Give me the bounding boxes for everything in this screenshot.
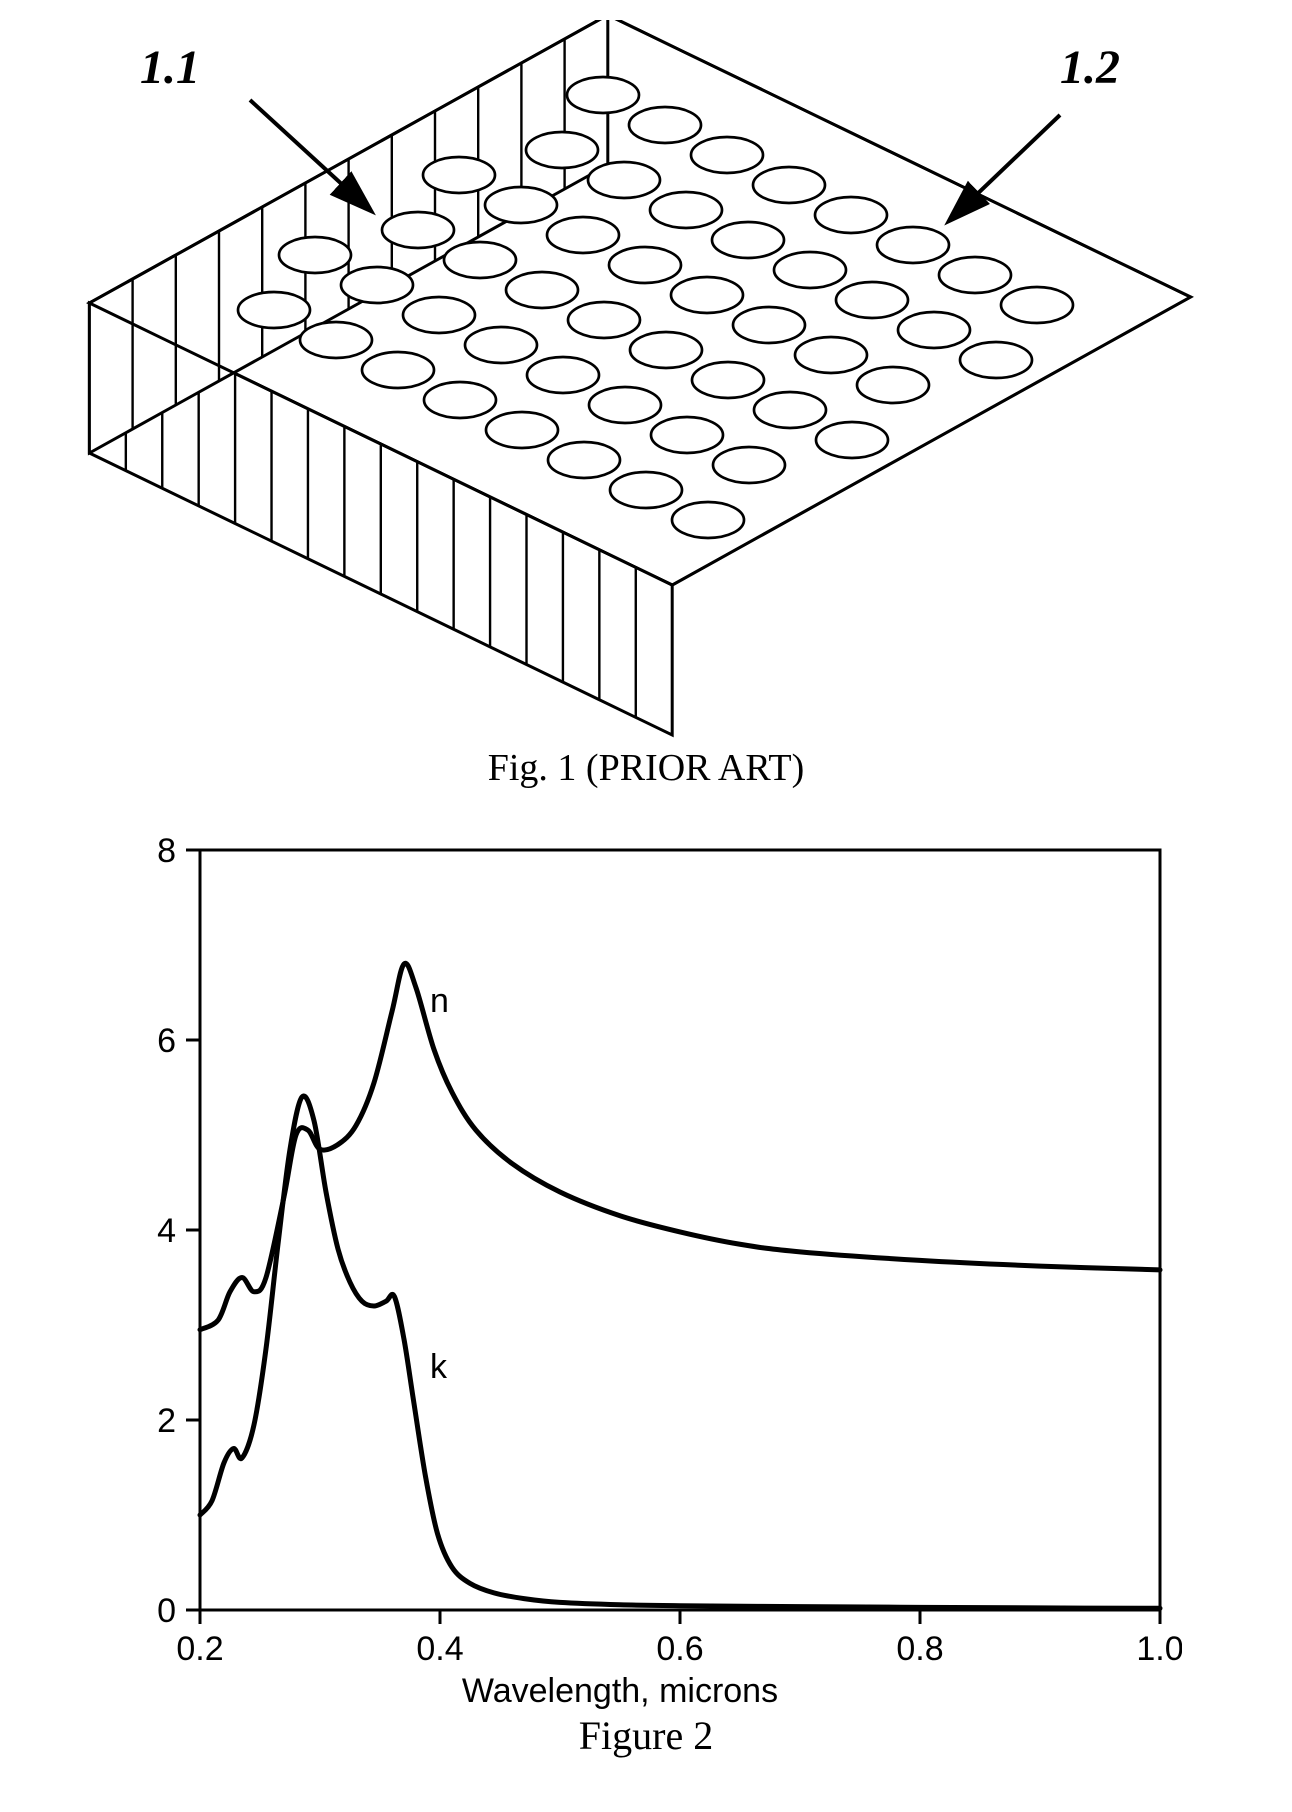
figure-1: 1.1 1.2 Fig. 1 (PRIOR ART) (80, 20, 1212, 790)
svg-text:1.0: 1.0 (1136, 1630, 1182, 1668)
callout-label-1-2: 1.2 (1060, 40, 1120, 95)
svg-text:0.2: 0.2 (176, 1630, 223, 1668)
figure-1-svg (80, 20, 1212, 740)
svg-text:Wavelength, microns: Wavelength, microns (462, 1672, 778, 1710)
svg-text:0.8: 0.8 (896, 1630, 943, 1668)
svg-text:0.4: 0.4 (416, 1630, 463, 1668)
svg-text:6: 6 (157, 1022, 176, 1060)
svg-text:2: 2 (157, 1402, 176, 1440)
callout-label-1-1: 1.1 (140, 40, 200, 95)
figure-2-caption: Figure 2 (110, 1712, 1182, 1759)
figure-2-svg: 0.2 0.4 0.6 0.8 1.0 0 2 4 6 8 Wavelength, microns n… (110, 830, 1182, 1710)
svg-text:0: 0 (157, 1592, 176, 1630)
page: 1.1 1.2 Fig. 1 (PRIOR ART) 0.2 0.4 0.6 0.8 1… (0, 0, 1292, 1812)
svg-text:8: 8 (157, 832, 176, 870)
series-label-n: n (430, 982, 449, 1020)
svg-text:0.6: 0.6 (656, 1630, 703, 1668)
series-label-k: k (430, 1348, 448, 1386)
svg-text:4: 4 (157, 1212, 176, 1250)
figure-2: 0.2 0.4 0.6 0.8 1.0 0 2 4 6 8 Wavelength, microns n… (110, 830, 1182, 1759)
figure-1-caption: Fig. 1 (PRIOR ART) (80, 746, 1212, 790)
